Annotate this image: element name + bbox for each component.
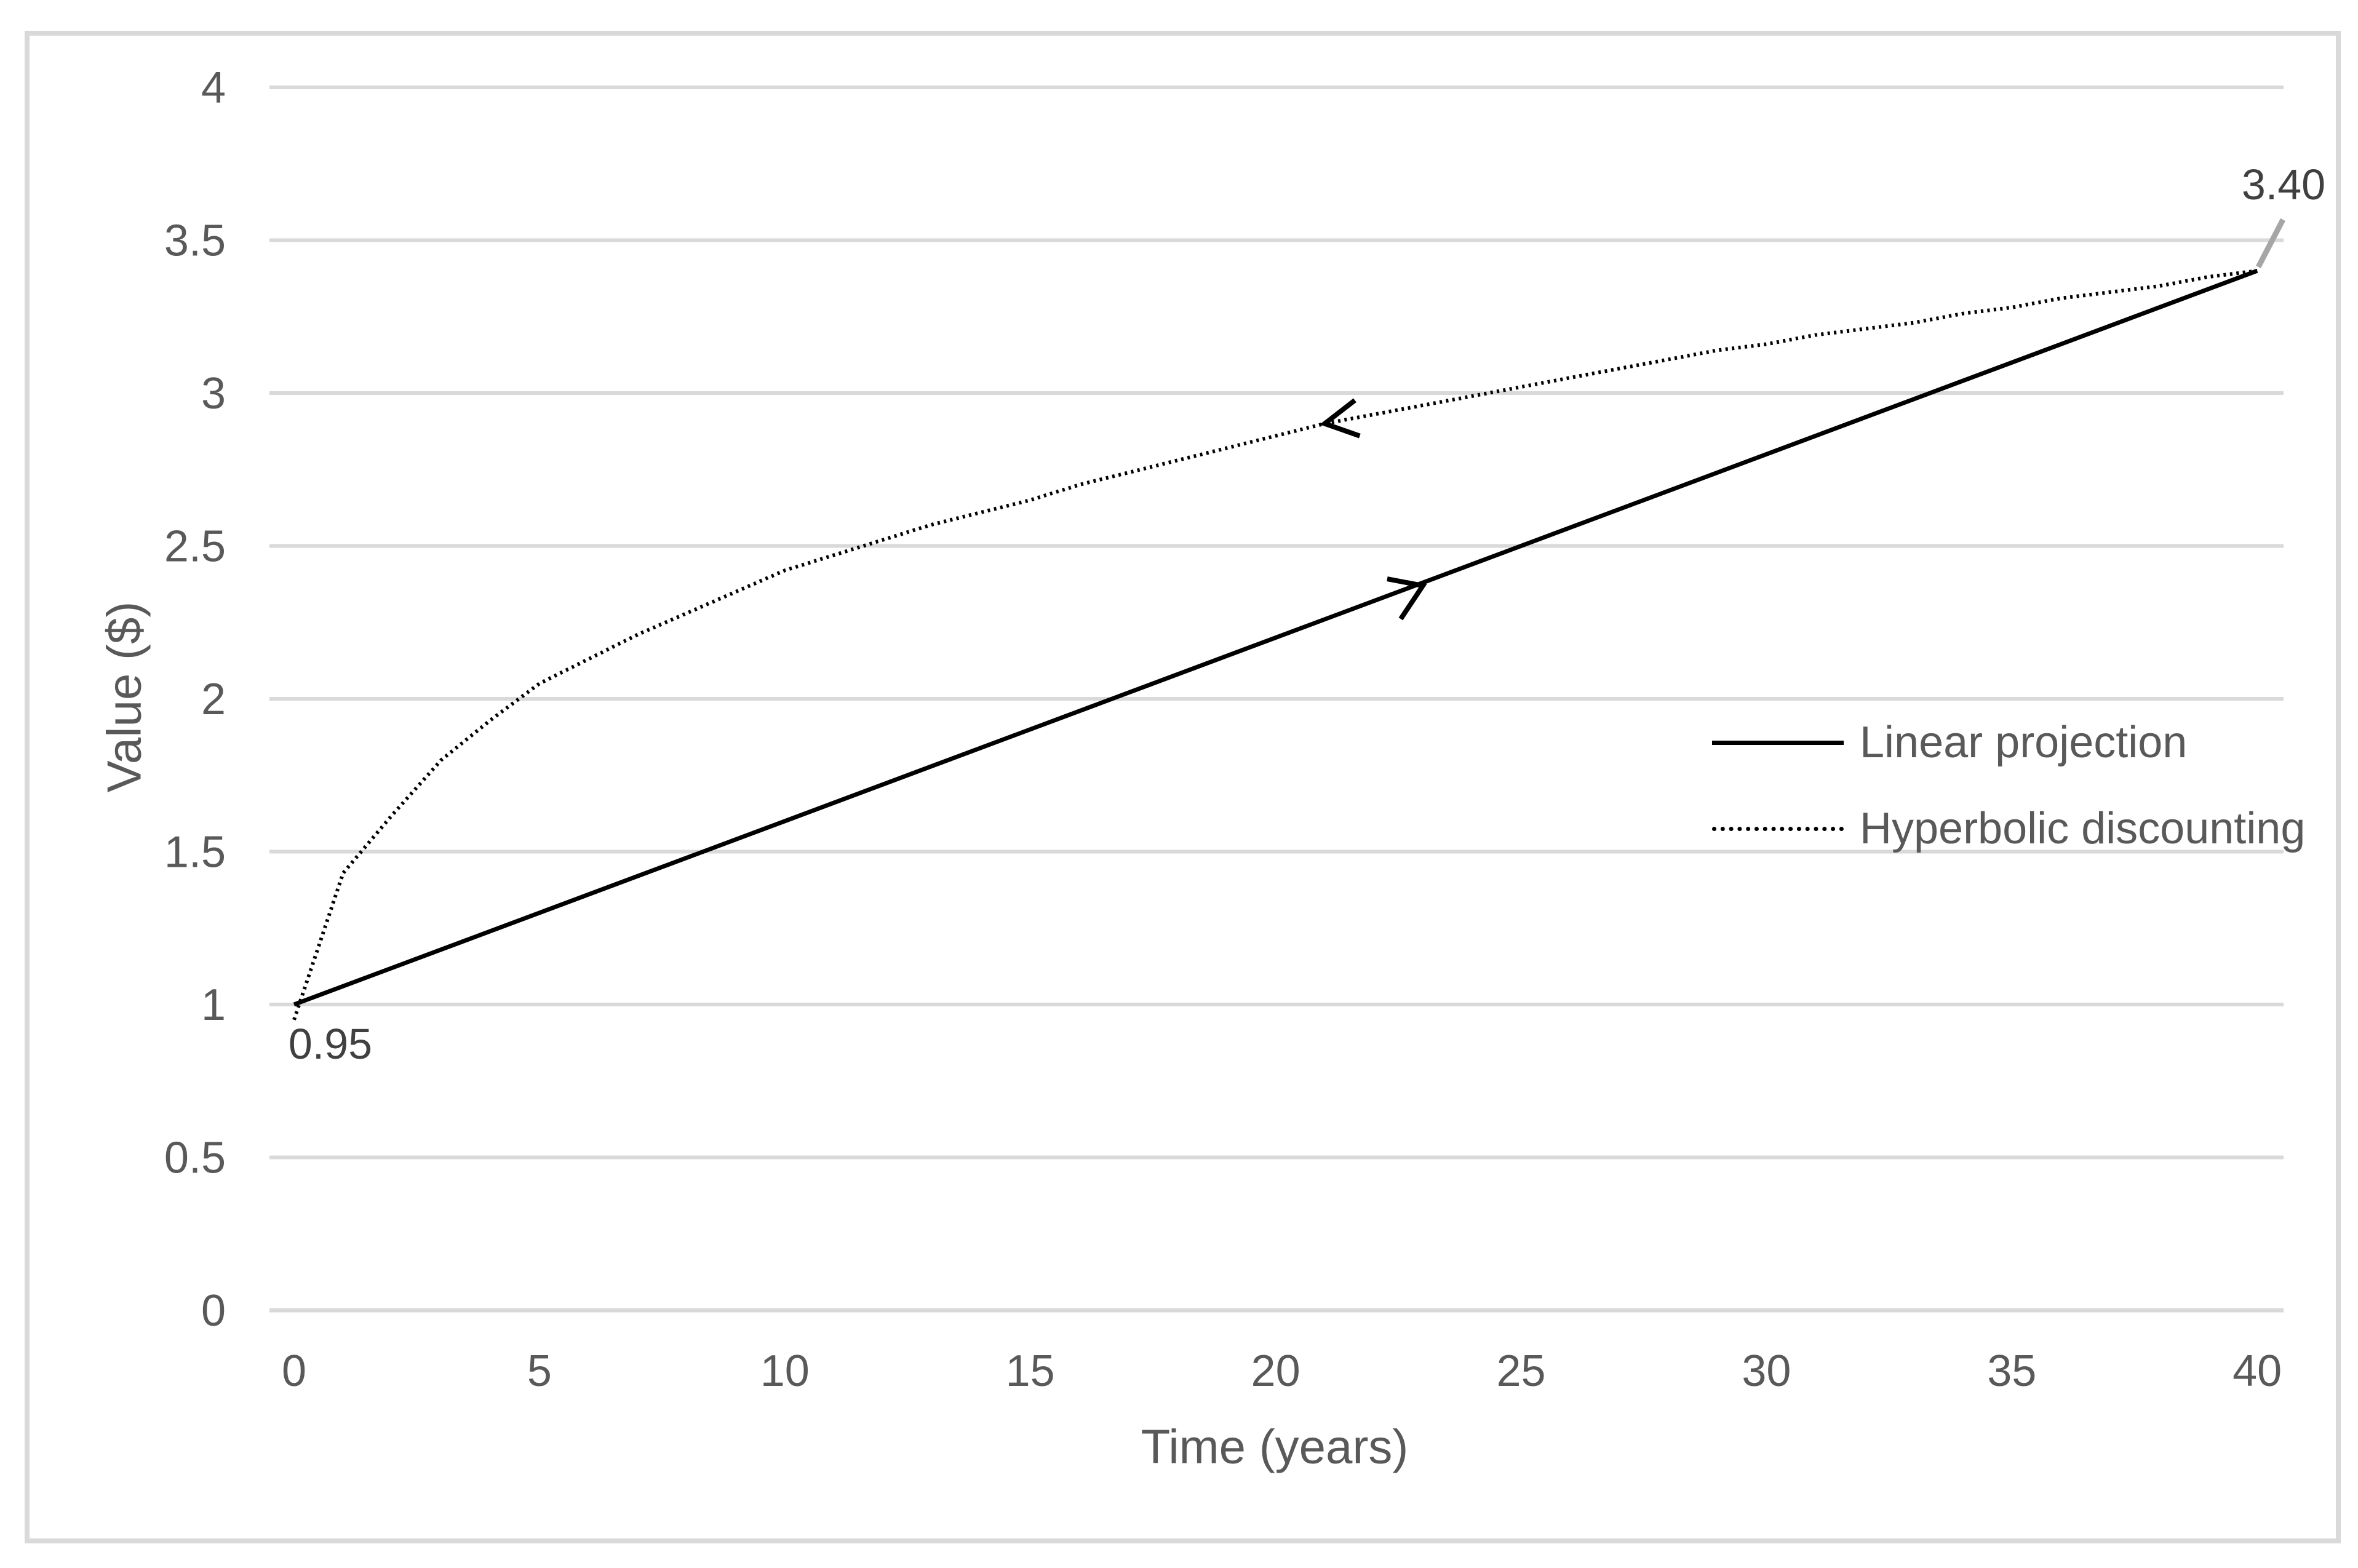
y-tick-label: 4 <box>201 63 226 113</box>
x-axis-title: Time (years) <box>1141 1419 1409 1474</box>
y-tick-label: 1 <box>201 981 226 1030</box>
x-tick-label: 20 <box>1251 1347 1300 1396</box>
direction-arrow-left-icon <box>1320 398 1361 439</box>
series-line-linear-projection <box>293 268 2258 1007</box>
x-tick-label: 5 <box>527 1347 552 1396</box>
x-tick-label: 25 <box>1496 1347 1545 1396</box>
data-label-start: 0.95 <box>288 1020 373 1068</box>
y-tick-label: 0.5 <box>164 1134 226 1183</box>
legend-item-hyperbolic: Hyperbolic discounting <box>1712 804 2305 853</box>
legend-line-sample-solid-icon <box>1712 740 1844 745</box>
y-tick-label: 2 <box>201 675 226 724</box>
legend: Linear projection Hyperbolic discounting <box>1712 718 2305 890</box>
x-tick-label: 0 <box>282 1347 306 1396</box>
y-tick-label: 0 <box>201 1286 226 1335</box>
y-tick-label: 2.5 <box>164 522 226 571</box>
label-leader-line <box>2256 218 2285 269</box>
y-tick-label: 3 <box>201 369 226 418</box>
x-tick-label: 15 <box>1006 1347 1055 1396</box>
y-tick-label: 1.5 <box>164 828 226 877</box>
legend-label-hyperbolic: Hyperbolic discounting <box>1860 804 2306 853</box>
chart-border <box>25 31 2341 1543</box>
direction-arrow-right-icon <box>1387 576 1427 621</box>
legend-line-sample-dotted-icon <box>1712 826 1844 831</box>
x-tick-label: 30 <box>1742 1347 1791 1396</box>
y-tick-label: 3.5 <box>164 217 226 266</box>
legend-item-linear: Linear projection <box>1712 718 2305 767</box>
y-axis-title: Value ($) <box>97 601 151 793</box>
series-line-hyperbolic-discounting <box>292 269 2258 1021</box>
x-tick-label: 10 <box>760 1347 810 1396</box>
legend-label-linear: Linear projection <box>1860 718 2188 767</box>
data-label-end: 3.40 <box>2241 161 2326 209</box>
x-tick-label: 35 <box>1987 1347 2036 1396</box>
x-tick-label: 40 <box>2233 1347 2282 1396</box>
